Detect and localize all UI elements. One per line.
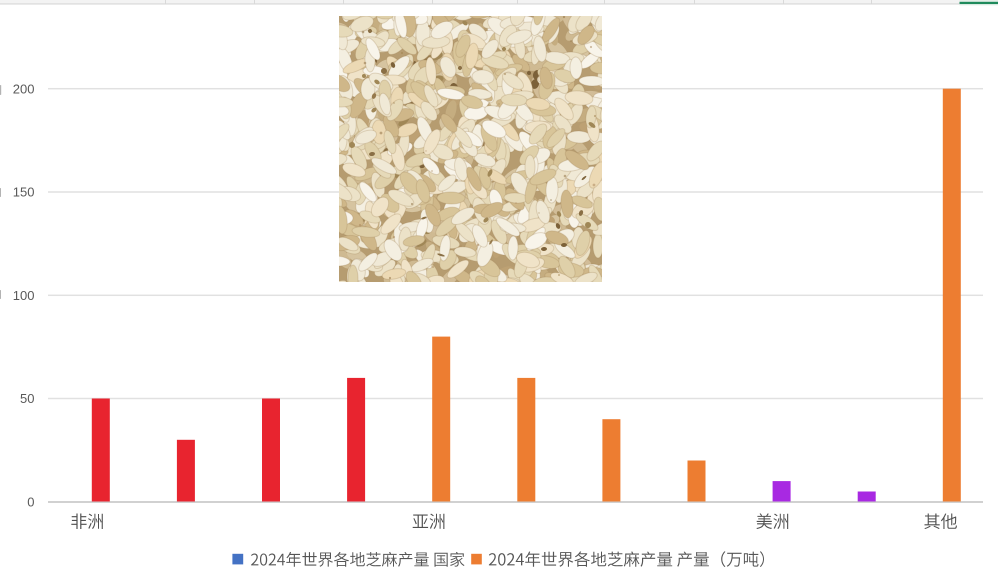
svg-text:100: 100 <box>13 288 35 303</box>
svg-text:150: 150 <box>13 185 35 200</box>
svg-text:200: 200 <box>13 81 35 96</box>
svg-text:0: 0 <box>27 495 34 510</box>
svg-text:50: 50 <box>20 391 34 406</box>
